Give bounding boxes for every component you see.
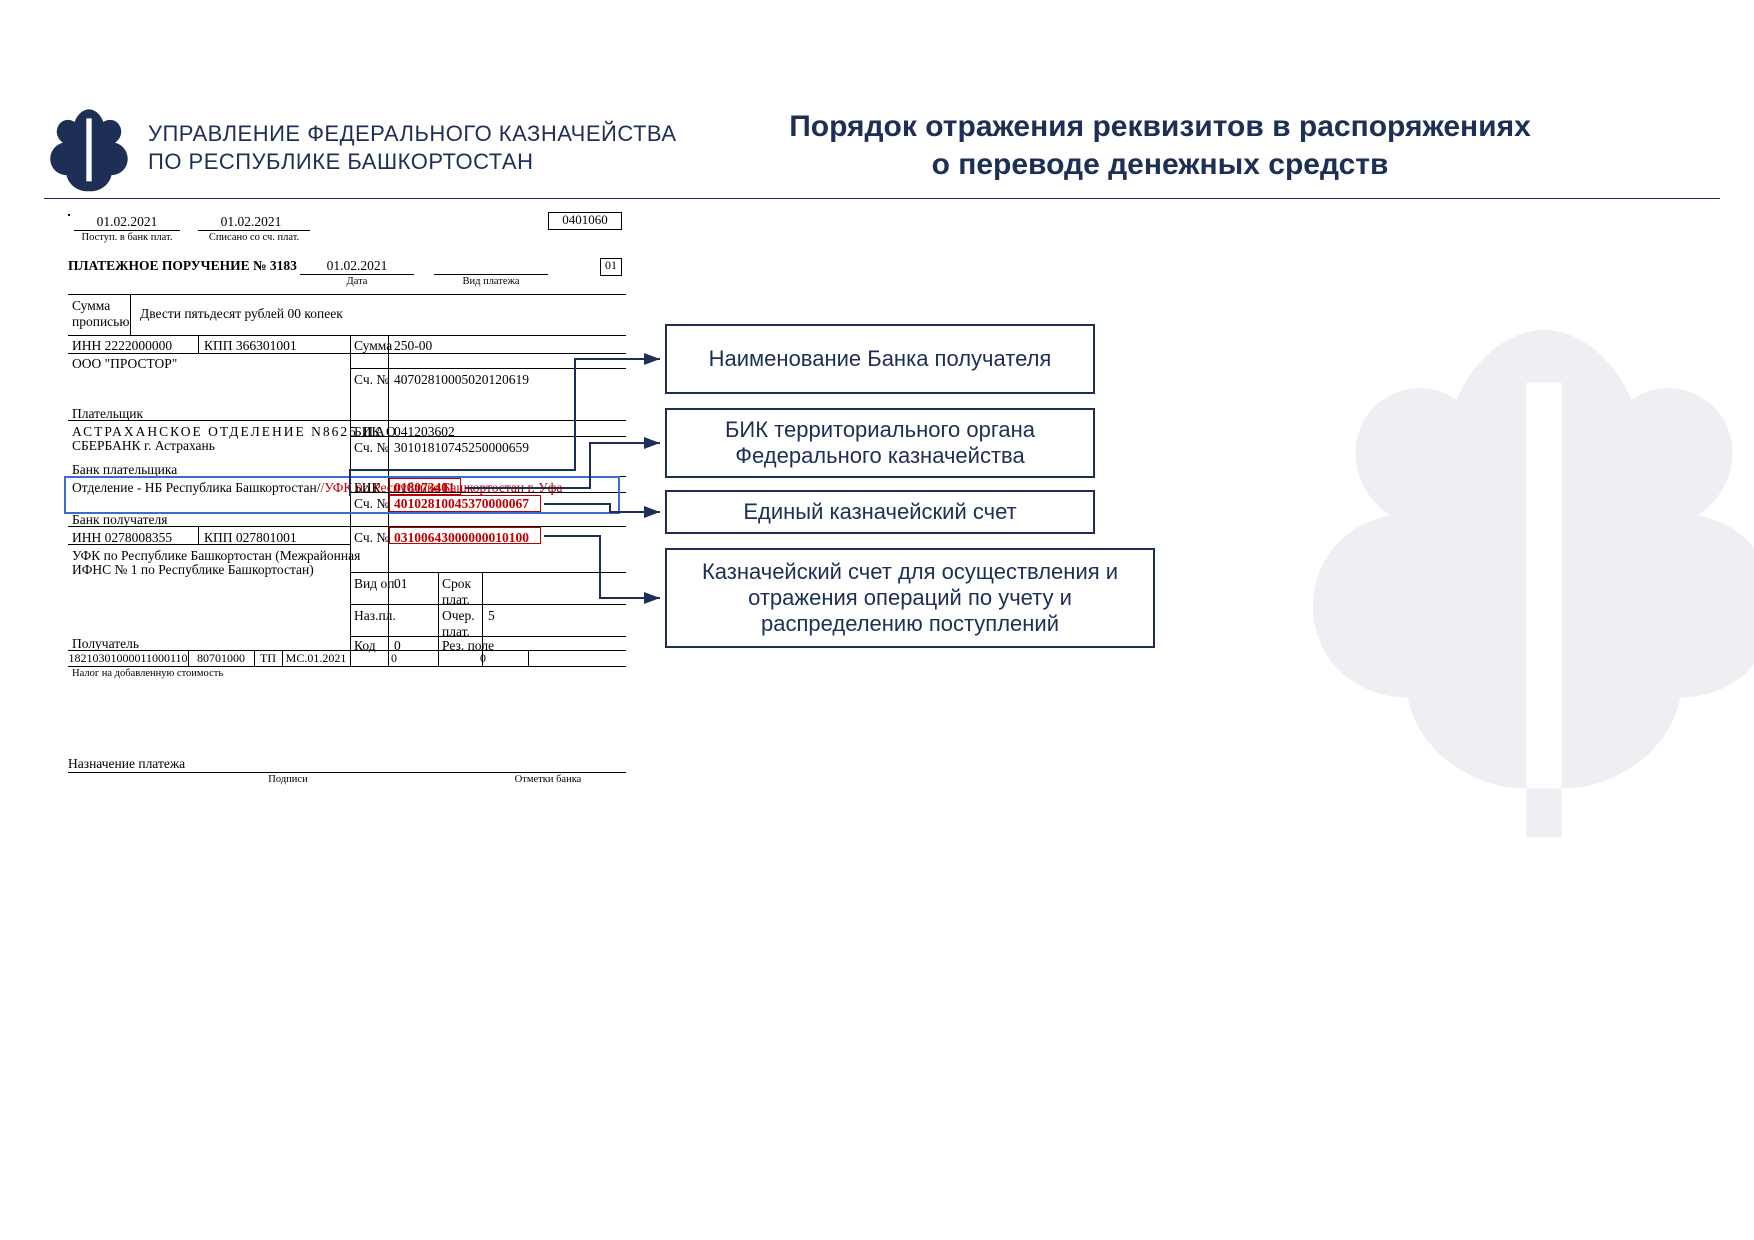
callout-bank-name: Наименование Банка получателя (665, 324, 1095, 394)
watermark-eagle (1194, 260, 1754, 960)
row-kbk: 18210301000011000110 (68, 652, 188, 666)
callout-bik: БИК территориального органа Федерального… (665, 408, 1095, 478)
slide-title: Порядок отражения реквизитов в распоряже… (660, 108, 1660, 183)
vid-op: 01 (394, 576, 408, 592)
marks-label: Отметки банка (488, 774, 608, 786)
bik-label-1: БИК (354, 424, 381, 440)
row-oktmo: 80701000 (188, 652, 254, 666)
recip-name-2: ИФНС № 1 по Республике Башкортостан) (72, 562, 314, 578)
header-emblem-icon (44, 104, 134, 194)
payer-bank-acct: 30101810745250000659 (394, 440, 529, 456)
bik-label-2: БИК (354, 480, 381, 496)
sum-label: Сумма (354, 338, 392, 354)
date-in: 01.02.2021 (84, 214, 170, 230)
tax-note: Налог на добавленную стоимость (72, 668, 223, 680)
hl-red-acct2 (389, 527, 541, 544)
payer-kpp: КПП 366301001 (204, 338, 297, 354)
nazpl-label: Наз.пл. (354, 608, 396, 624)
signatures-label: Подписи (228, 774, 348, 786)
ocher-val: 5 (488, 608, 495, 624)
hl-red-bik (389, 478, 461, 495)
payer-inn: ИНН 2222000000 (72, 338, 172, 354)
pay-type-cap: Вид платежа (434, 276, 548, 288)
status-box: 01 (600, 258, 622, 276)
acct-label-4: Сч. № (354, 530, 389, 546)
row-basis: ТП (254, 652, 282, 666)
ocher-label: Очер. плат. (442, 608, 475, 639)
header-separator (44, 198, 1720, 199)
doc-date: 01.02.2021 (312, 258, 402, 274)
doc-title: ПЛАТЕЖНОЕ ПОРУЧЕНИЕ № 3183 (68, 258, 297, 274)
recip-bank-main: Отделение - НБ Республика Башкортостан/ (72, 480, 320, 495)
payer-acct: 40702810005020120619 (394, 372, 529, 388)
sum-words: Двести пятьдесят рублей 00 копеек (140, 306, 343, 322)
sum-value: 250-00 (394, 338, 432, 354)
date-off: 01.02.2021 (208, 214, 294, 230)
org-line1: УПРАВЛЕНИЕ ФЕДЕРАЛЬНОГО КАЗНАЧЕЙСТВА (148, 120, 677, 148)
acct-label-2: Сч. № (354, 440, 389, 456)
srok-label: Срок плат. (442, 576, 471, 607)
acct-label-3: Сч. № (354, 496, 389, 512)
sum-words-label: Сумма прописью (72, 298, 129, 329)
title-line2: о переводе денежных средств (660, 146, 1660, 184)
payer-bank-2: СБЕРБАНК г. Астрахань (72, 438, 215, 454)
row-period: МС.01.2021 (282, 652, 350, 666)
form-code: 0401060 (548, 212, 622, 230)
row-docdate: 0 (438, 652, 528, 666)
org-line2: ПО РЕСПУБЛИКЕ БАШКОРТОСТАН (148, 148, 677, 176)
row-docnum: 0 (350, 652, 438, 666)
payer-bik: 041203602 (394, 424, 455, 440)
vid-op-label: Вид оп. (354, 576, 398, 592)
doc-date-cap: Дата (300, 276, 414, 288)
date-off-cap: Списано со сч. плат. (198, 232, 310, 244)
payer-name: ООО "ПРОСТОР" (72, 356, 177, 372)
callout-kazn-acct: Казначейский счет для осуществления и от… (665, 548, 1155, 648)
org-name: УПРАВЛЕНИЕ ФЕДЕРАЛЬНОГО КАЗНАЧЕЙСТВА ПО … (148, 120, 677, 175)
date-in-cap: Поступ. в банк плат. (74, 232, 180, 244)
slide-canvas: УПРАВЛЕНИЕ ФЕДЕРАЛЬНОГО КАЗНАЧЕЙСТВА ПО … (0, 0, 1754, 1240)
purpose-label: Назначение платежа (68, 756, 185, 772)
acct-label-1: Сч. № (354, 372, 389, 388)
callout-eks: Единый казначейский счет (665, 490, 1095, 534)
hl-red-acct1 (389, 495, 541, 512)
title-line1: Порядок отражения реквизитов в распоряже… (660, 108, 1660, 146)
